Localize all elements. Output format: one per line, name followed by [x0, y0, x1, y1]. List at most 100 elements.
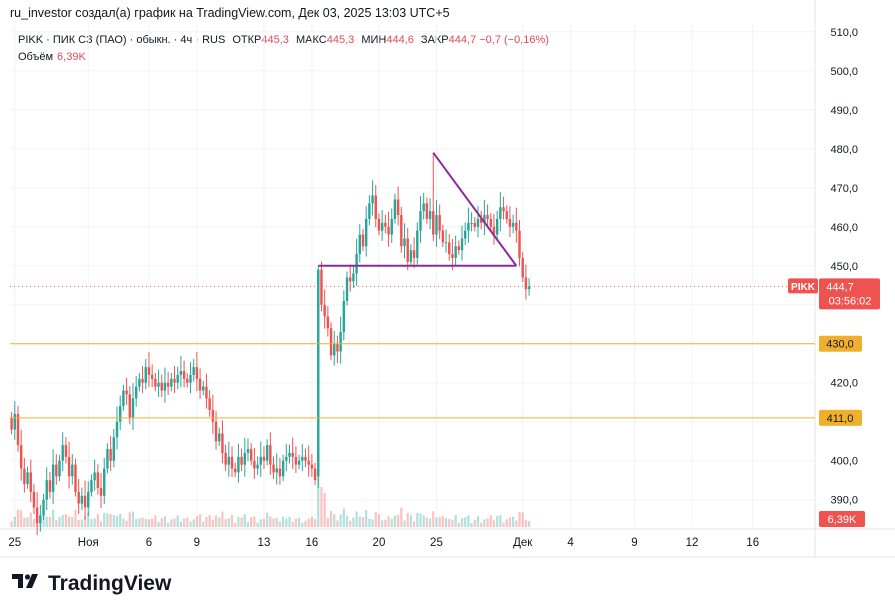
- y-tick-label: 510,0: [830, 27, 858, 39]
- volume-bar: [182, 518, 186, 527]
- candle-body: [345, 277, 349, 301]
- candle-body: [364, 218, 368, 247]
- volume-bar: [454, 515, 457, 527]
- candle-body: [170, 378, 173, 387]
- candle-body: [256, 464, 259, 469]
- volume-bar: [32, 518, 36, 527]
- level-price-tag: [819, 409, 862, 426]
- volume-bar: [202, 521, 205, 527]
- volume-bar: [323, 493, 326, 527]
- candle-body: [144, 367, 147, 383]
- candle-body: [518, 230, 521, 258]
- x-tick-label: 13: [258, 537, 271, 549]
- candle-body: [428, 211, 432, 219]
- candle-body: [476, 218, 480, 227]
- volume-bar: [131, 511, 135, 527]
- candle-body: [473, 222, 477, 227]
- candle-body: [470, 222, 473, 224]
- y-tick-label: 390,0: [830, 495, 858, 507]
- volume-bar: [512, 516, 515, 527]
- volume-bar: [403, 520, 406, 527]
- volume-bar: [20, 510, 23, 527]
- volume-bar: [476, 516, 480, 527]
- x-tick-label: 25: [8, 537, 21, 549]
- candle-body: [134, 386, 138, 399]
- volume-bar: [96, 513, 99, 527]
- descending-trendline: [432, 152, 518, 267]
- volume-bar: [237, 516, 240, 527]
- volume-bar: [103, 512, 106, 527]
- candle-body: [505, 211, 508, 219]
- legend-symbol[interactable]: PIKK: [18, 34, 44, 46]
- x-tick-label: 16: [746, 537, 759, 549]
- candle-body: [278, 468, 282, 477]
- candle-body: [448, 242, 451, 255]
- candle-body: [294, 456, 298, 465]
- y-tick-label: 500,0: [830, 66, 858, 78]
- candle-body: [454, 246, 457, 258]
- volume-bar: [179, 521, 183, 527]
- candle-body: [103, 468, 106, 496]
- volume-bar: [492, 520, 496, 527]
- candle-body: [246, 449, 250, 453]
- volume-bar: [275, 517, 278, 527]
- candle-body: [87, 491, 90, 508]
- candle-body: [409, 250, 413, 262]
- legend-open-label: ОТКР: [232, 34, 262, 46]
- candle-body: [269, 445, 272, 465]
- volume-bar: [342, 508, 345, 527]
- y-tick-label: 490,0: [830, 105, 858, 117]
- candle-body: [301, 456, 304, 461]
- x-tick-label: 9: [631, 537, 637, 549]
- legend-separator: ·: [173, 34, 178, 46]
- candle-body: [406, 238, 409, 262]
- legend-close-label: ЗАКР: [420, 34, 449, 46]
- volume-bar: [253, 516, 256, 527]
- legend-close-value: 444,7: [448, 34, 477, 46]
- candle-body: [313, 468, 317, 481]
- candle-body: [502, 207, 505, 212]
- candle-body: [358, 234, 362, 255]
- candle-body: [141, 378, 144, 383]
- candle-body: [467, 222, 470, 231]
- volume-bar: [310, 516, 313, 527]
- volume-bar: [291, 521, 294, 527]
- candle-body: [96, 472, 100, 489]
- volume-bar: [80, 519, 83, 527]
- candle-body: [35, 507, 39, 524]
- candle-body: [489, 218, 492, 227]
- candle-body: [492, 226, 496, 235]
- volume-bar: [211, 520, 214, 527]
- volume-bar: [83, 516, 87, 527]
- x-tick-label: 20: [373, 537, 386, 549]
- candle-body: [131, 398, 135, 418]
- candle-body: [115, 421, 119, 438]
- volume-bar: [508, 517, 512, 527]
- candle-body: [457, 246, 461, 251]
- x-tick-label: Ноя: [78, 537, 99, 549]
- candle-body: [524, 277, 528, 290]
- author-line: ru_investor создал(а) график на TradingV…: [10, 6, 450, 20]
- volume-bar: [288, 516, 291, 527]
- candle-body: [106, 449, 109, 469]
- candle-body: [371, 195, 374, 204]
- candle-body: [259, 456, 262, 465]
- candle-body: [323, 304, 326, 317]
- candle-body: [29, 472, 32, 492]
- candle-body: [297, 460, 301, 465]
- tradingview-logo[interactable]: TradingView: [12, 572, 171, 596]
- volume-bar: [349, 520, 352, 527]
- volume-bar: [352, 517, 355, 527]
- symbol-tag-label: PIKK: [791, 282, 816, 293]
- volume-bar: [157, 521, 160, 527]
- candle-body: [310, 464, 314, 469]
- volume-bar: [189, 521, 192, 527]
- level-price-tag-label: 430,0: [826, 339, 854, 351]
- candle-body: [249, 449, 253, 461]
- legend-change: −0,7 (−0,16%): [479, 34, 549, 46]
- volume-bar: [483, 519, 486, 527]
- volume-bar: [67, 516, 71, 527]
- candle-body: [361, 234, 365, 247]
- volume-bar: [467, 515, 470, 527]
